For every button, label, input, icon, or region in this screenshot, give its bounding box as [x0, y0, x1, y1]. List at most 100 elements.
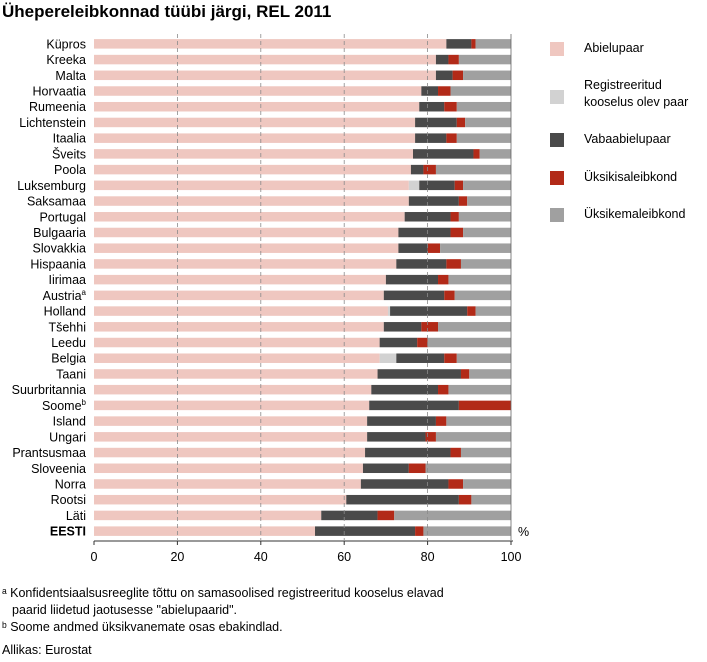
category-label-malta: Malta	[55, 69, 86, 83]
bar-ungari-uksikisaleibkond	[425, 432, 436, 442]
bar-bulgaaria-abielupaar	[94, 227, 399, 238]
x-axis: 0 20 40 60 80 100%	[91, 525, 530, 564]
category-label-bulgaaria: Bulgaaria	[33, 226, 86, 240]
bar-luksemburg-registreeritud-kooselus-olev-paar	[408, 180, 420, 191]
legend-swatch-uksikema	[550, 208, 564, 222]
bar-iirimaa-uksikemaleibkond	[448, 274, 511, 285]
category-label-lati: Läti	[66, 509, 86, 523]
bar-luksemburg-uksikisaleibkond	[454, 180, 464, 191]
bar-sveits-abielupaar	[94, 149, 413, 159]
bar-malta-uksikisaleibkond	[452, 70, 464, 81]
bar-saksamaa-vabaabielupaar	[408, 196, 459, 206]
category-label-poola: Poola	[54, 163, 86, 177]
bar-rumeenia-uksikemaleibkond	[456, 101, 511, 112]
bar-malta-uksikemaleibkond	[463, 70, 511, 81]
footnote-a-line2: paarid liidetud jaotusesse "abielupaarid…	[12, 603, 237, 617]
bar-island-vabaabielupaar	[367, 416, 436, 426]
bar-lati-vabaabielupaar	[321, 510, 378, 521]
bar-rumeenia-abielupaar	[94, 101, 420, 112]
category-label-hispaania: Hispaania	[30, 257, 86, 271]
bar-eesti-abielupaar	[94, 526, 316, 536]
footnote-b: ᵇ Soome andmed üksikvanemate osas ebakin…	[2, 620, 283, 634]
bar-ungari-uksikemaleibkond	[435, 432, 511, 442]
bar-leedu-uksikemaleibkond	[427, 337, 511, 348]
bar-tsehhi-vabaabielupaar	[383, 322, 422, 332]
legend-swatch-abielupaar	[550, 42, 564, 56]
category-label-kupros: Küpros	[46, 37, 86, 51]
chart-title: Ühepereleibkonnad tüübi järgi, REL 2011	[2, 2, 332, 21]
bar-slovakkia-abielupaar	[94, 243, 399, 253]
bar-taani-vabaabielupaar	[377, 369, 461, 379]
bar-holland-registreeritud-kooselus-olev-paar	[387, 306, 391, 316]
legend-swatch-vabaabielupaar	[550, 133, 564, 147]
category-label-soome: Soomeb	[42, 398, 87, 413]
bar-lati-uksikemaleibkond	[394, 510, 511, 521]
bar-island-uksikemaleibkond	[446, 416, 511, 426]
x-tick-label-40: 40	[254, 550, 268, 564]
legend-label-abielupaar: Abielupaar	[584, 41, 644, 55]
bar-leedu-abielupaar	[94, 337, 380, 348]
bar-bulgaaria-vabaabielupaar	[398, 227, 451, 238]
bar-sveits-uksikisaleibkond	[473, 149, 480, 159]
bar-saksamaa-uksikemaleibkond	[467, 196, 511, 206]
bar-prantsusmaa-abielupaar	[94, 447, 366, 458]
bar-kupros-uksikisaleibkond	[471, 39, 476, 49]
bar-iirimaa-abielupaar	[94, 274, 386, 285]
bar-island-abielupaar	[94, 416, 368, 426]
x-tick-label-80: 80	[421, 550, 435, 564]
bar-saksamaa-abielupaar	[94, 196, 409, 206]
bar-hispaania-abielupaar	[94, 259, 397, 269]
category-label-slovakkia: Slovakkia	[33, 242, 87, 256]
category-label-sloveenia: Sloveenia	[31, 462, 86, 476]
legend-label-uksikema: Üksikemaleibkond	[584, 207, 686, 221]
bar-poola-vabaabielupaar	[410, 164, 424, 175]
bar-itaalia-uksikemaleibkond	[456, 133, 511, 143]
bar-horvaatia-uksikisaleibkond	[438, 86, 451, 96]
bar-malta-abielupaar	[94, 70, 436, 81]
bar-ungari-vabaabielupaar	[367, 432, 426, 442]
category-label-belgia: Belgia	[51, 352, 86, 366]
bar-iirimaa-uksikisaleibkond	[438, 274, 449, 285]
x-tick-label-0: 0	[91, 550, 98, 564]
bar-hispaania-uksikemaleibkond	[460, 259, 511, 269]
bar-itaalia-abielupaar	[94, 133, 416, 143]
category-label-rootsi: Rootsi	[51, 493, 86, 507]
bar-horvaatia-abielupaar	[94, 86, 422, 96]
bar-soome-uksikisaleibkond	[458, 400, 512, 411]
bar-itaalia-uksikisaleibkond	[446, 133, 457, 143]
bar-lati-uksikisaleibkond	[377, 510, 395, 521]
bar-portugal-uksikemaleibkond	[458, 212, 512, 222]
bar-luksemburg-vabaabielupaar	[419, 180, 455, 191]
bar-lichtenstein-uksikemaleibkond	[465, 117, 511, 128]
bar-rootsi-uksikisaleibkond	[458, 494, 472, 505]
bar-malta-vabaabielupaar	[435, 70, 453, 81]
bar-holland-vabaabielupaar	[390, 306, 468, 316]
bar-tsehhi-uksikemaleibkond	[438, 322, 511, 332]
bar-rumeenia-uksikisaleibkond	[444, 101, 457, 112]
bar-kreeka-abielupaar	[94, 54, 436, 65]
bar-iirimaa-vabaabielupaar	[385, 274, 439, 285]
bar-luksemburg-abielupaar	[94, 180, 409, 191]
legend-label-uksikisa: Üksikisaleibkond	[584, 170, 678, 184]
category-label-suurbritannia: Suurbritannia	[12, 383, 86, 397]
category-label-prantsusmaa: Prantsusmaa	[12, 446, 86, 460]
bar-kreeka-vabaabielupaar	[435, 54, 449, 65]
bar-island-uksikisaleibkond	[435, 416, 447, 426]
bar-taani-abielupaar	[94, 369, 378, 379]
bar-lati-abielupaar	[94, 510, 322, 521]
bar-taani-uksikemaleibkond	[469, 369, 511, 379]
category-label-portugal: Portugal	[39, 210, 86, 224]
bar-poola-uksikisaleibkond	[423, 164, 436, 175]
bar-rootsi-abielupaar	[94, 494, 347, 505]
bar-portugal-abielupaar	[94, 212, 405, 222]
bar-prantsusmaa-vabaabielupaar	[365, 447, 451, 458]
bar-itaalia-vabaabielupaar	[415, 133, 447, 143]
bar-kupros-uksikemaleibkond	[475, 39, 511, 49]
category-label-horvaatia: Horvaatia	[33, 85, 87, 99]
category-label-itaalia: Itaalia	[53, 132, 86, 146]
bar-suurbritannia-vabaabielupaar	[371, 384, 439, 395]
bar-belgia-vabaabielupaar	[396, 353, 445, 363]
bar-sloveenia-abielupaar	[94, 463, 363, 474]
bar-hispaania-vabaabielupaar	[396, 259, 447, 269]
category-label-rumeenia: Rumeenia	[29, 100, 86, 114]
